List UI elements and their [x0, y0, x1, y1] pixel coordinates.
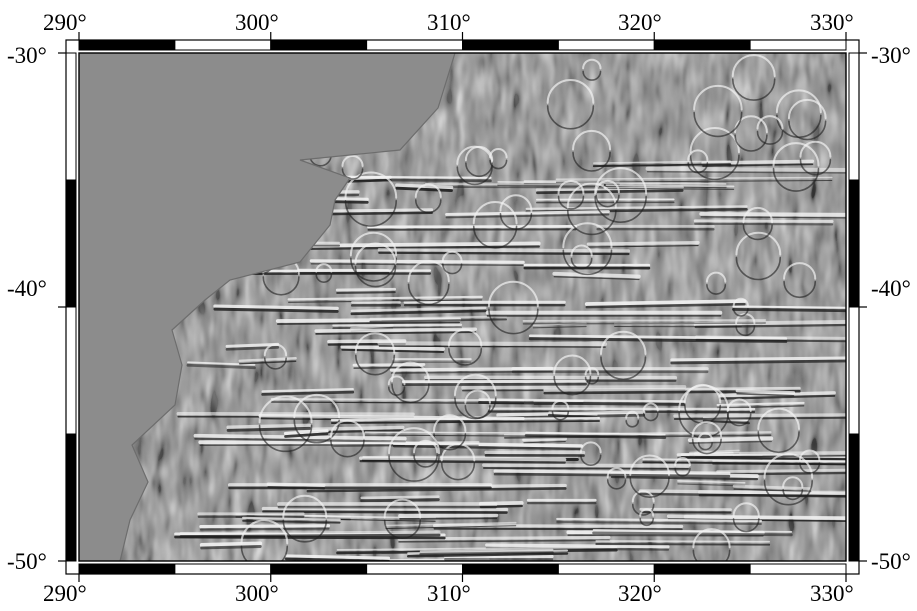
lon-label-top-320: 320°	[618, 11, 662, 34]
lat-label-left-30: -30°	[7, 44, 47, 67]
frame-segment-left	[66, 53, 76, 180]
lat-label-left-50: -50°	[7, 550, 47, 573]
frame-segment-top	[79, 40, 175, 50]
lat-label-right-50: -50°	[871, 550, 911, 573]
frame-segment-bottom	[367, 564, 463, 574]
frame-segment-top	[175, 40, 271, 50]
lat-label-right-40: -40°	[871, 277, 911, 300]
frame-segment-right	[849, 53, 859, 180]
lon-label-bottom-320: 320°	[618, 582, 662, 605]
frame-segment-top	[367, 40, 463, 50]
frame-segment-top	[463, 40, 559, 50]
frame-segment-bottom	[654, 564, 750, 574]
frame-segment-bottom	[175, 564, 271, 574]
lon-label-top-310: 310°	[427, 11, 471, 34]
frame-segment-left	[66, 307, 76, 434]
lon-label-bottom-300: 300°	[235, 582, 279, 605]
frame-segment-right	[849, 434, 859, 561]
frame-segment-left	[66, 434, 76, 561]
lon-label-top-330: 330°	[810, 11, 854, 34]
frame-segment-right	[849, 307, 859, 434]
frame-segment-top	[558, 40, 654, 50]
frame-segment-bottom	[271, 564, 367, 574]
lon-label-top-300: 300°	[235, 11, 279, 34]
frame-segment-bottom	[558, 564, 654, 574]
frame-segment-top	[750, 40, 846, 50]
lat-label-left-40: -40°	[7, 277, 47, 300]
frame-segment-left	[66, 180, 76, 307]
frame-segment-top	[271, 40, 367, 50]
frame-segment-right	[849, 180, 859, 307]
lat-label-right-30: -30°	[871, 44, 911, 67]
lon-label-bottom-330: 330°	[810, 582, 854, 605]
lon-label-bottom-290: 290°	[43, 582, 87, 605]
frame-segment-top	[654, 40, 750, 50]
frame-segment-bottom	[750, 564, 846, 574]
frame-segment-bottom	[79, 564, 175, 574]
plot-area	[79, 40, 917, 569]
lon-label-top-290: 290°	[43, 11, 87, 34]
frame-segment-bottom	[463, 564, 559, 574]
lon-label-bottom-310: 310°	[427, 582, 471, 605]
